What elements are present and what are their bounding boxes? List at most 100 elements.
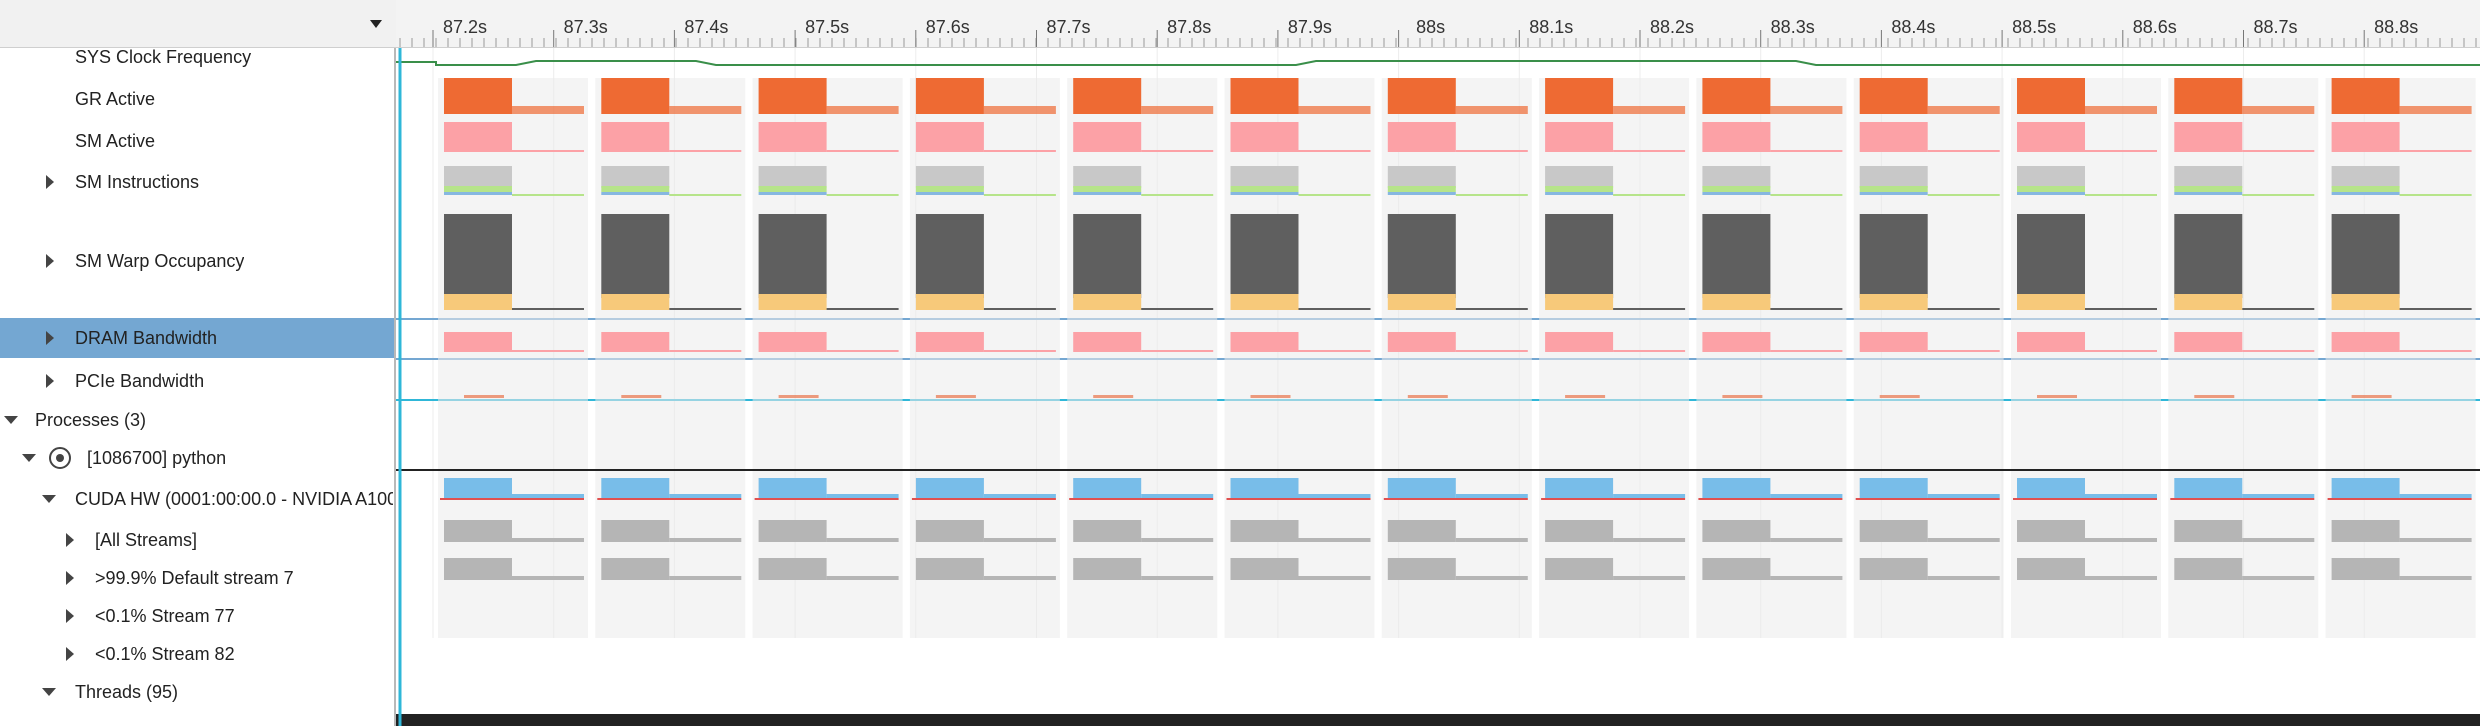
all-streams-kernels [601,520,670,542]
row-label: Threads (95) [75,681,179,702]
warp-tail [512,308,584,310]
row-cuda-hw[interactable]: CUDA HW (0001:00:00.0 - NVIDIA A100 ... [0,484,394,514]
sm-instr-blue [2174,192,2243,195]
all-streams-tail [1455,538,1528,542]
cuda-hw-tail [2085,494,2157,498]
gr-active-bar [2174,78,2243,114]
dram-tail [1455,350,1528,352]
gr-active-bar [915,78,984,114]
all-streams-tail [1613,538,1686,542]
pcie-marker [1093,395,1134,398]
dram-bar [2174,332,2243,352]
row-default-stream-7[interactable]: >99.9% Default stream 7 [0,563,394,593]
row-pcie-bandwidth[interactable]: PCIe Bandwidth [0,366,394,396]
warp-yellow-bar [444,294,512,310]
all-streams-kernels [915,520,984,542]
timeline-canvas[interactable] [396,48,2480,726]
dram-tail [1927,350,2000,352]
dram-tail [2242,350,2315,352]
sm-active-tail [2242,150,2315,152]
sm-instr-gray [1545,166,1614,188]
chevron-down-icon[interactable] [42,495,56,503]
dram-bar [915,332,984,352]
all-streams-kernels [1545,520,1614,542]
pcie-marker [621,395,662,398]
row-stream-82[interactable]: <0.1% Stream 82 [0,639,394,669]
row-processes[interactable]: Processes (3) [0,405,394,435]
default-stream-tail [2242,576,2315,580]
sm-instr-green [2331,186,2400,192]
row-sm-active[interactable]: SM Active [0,126,394,156]
warp-yellow-bar [1702,294,1771,310]
row-sm-instructions[interactable]: SM Instructions [0,167,394,197]
all-streams-tail [669,538,742,542]
sm-instr-tail [669,194,742,196]
time-ruler[interactable]: 87.2s 87.3s 87.4s 87.5s 87.6s 87.7s 87.8s 87.9s… [396,0,2480,48]
burst-band [1224,78,1375,638]
chevron-down-icon[interactable] [22,454,36,462]
sm-instr-gray [1387,166,1456,188]
row-dram-bandwidth[interactable]: DRAM Bandwidth [0,318,394,358]
sm-instr-blue [1859,192,1928,195]
warp-dark-bar [1545,214,1614,298]
all-streams-kernels [1230,520,1299,542]
chevron-right-icon[interactable] [46,331,54,345]
chevron-right-icon[interactable] [66,647,74,661]
default-stream-kernels [1073,558,1142,580]
row-label: SM Warp Occupancy [75,250,245,271]
default-stream-kernels [444,558,512,580]
default-stream-kernels [1230,558,1299,580]
row-threads[interactable]: Threads (95) [0,677,394,707]
warp-yellow-bar [2331,294,2400,310]
default-stream-tail [1298,576,1371,580]
ruler-tick-label: 87.8s [1167,17,1211,37]
process-radio-icon[interactable] [49,447,71,469]
ruler-tick-label: 87.4s [684,17,728,37]
gr-active-bar [2017,78,2085,114]
default-stream-kernels [1702,558,1771,580]
chevron-down-icon[interactable] [42,688,56,696]
row-all-streams[interactable]: [All Streams] [0,525,394,555]
row-stream-77[interactable]: <0.1% Stream 77 [0,601,394,631]
chevron-right-icon[interactable] [46,175,54,189]
sm-instr-gray [1859,166,1928,188]
chevron-down-icon[interactable] [370,20,382,28]
chevron-right-icon[interactable] [66,609,74,623]
gr-active-bar [758,78,827,114]
sm-instr-blue [1230,192,1299,195]
burst-band [1067,78,1218,638]
default-stream-tail [1927,576,2000,580]
gr-active-tail [1141,106,1214,114]
chevron-right-icon[interactable] [46,254,54,268]
sm-instr-tail [1298,194,1371,196]
chevron-down-icon[interactable] [4,416,18,424]
sm-active-bar [758,122,827,152]
chevron-right-icon[interactable] [46,374,54,388]
row-sm-warp-occupancy[interactable]: SM Warp Occupancy [0,246,394,276]
sm-active-bar [1073,122,1142,152]
all-streams-kernels [444,520,512,542]
chevron-right-icon[interactable] [66,533,74,547]
chevron-right-icon[interactable] [66,571,74,585]
row-label: [All Streams] [95,529,198,550]
row-label: >99.9% Default stream 7 [95,567,294,588]
ruler-tick-label: 88.6s [2133,17,2177,37]
sm-instr-gray [2017,166,2085,188]
gr-active-tail [512,106,584,114]
cuda-hw-red-line [1226,498,1371,500]
cuda-hw-red-line [440,498,584,500]
row-sys-clock-frequency[interactable]: SYS Clock Frequency [0,44,394,70]
row-label: GR Active [75,88,156,109]
sm-instr-blue [444,192,512,195]
dram-tail [669,350,742,352]
row-process-python[interactable]: [1086700] python [0,443,394,473]
row-gr-active[interactable]: GR Active [0,84,394,114]
burst-band [1853,78,2004,638]
all-streams-tail [1141,538,1214,542]
sm-instr-green [1073,186,1142,192]
pcie-marker [1407,395,1448,398]
cuda-hw-tail [1455,494,1528,498]
row-label: SYS Clock Frequency [75,46,252,67]
sm-instr-gray [1230,166,1299,188]
gr-active-bar [444,78,512,114]
